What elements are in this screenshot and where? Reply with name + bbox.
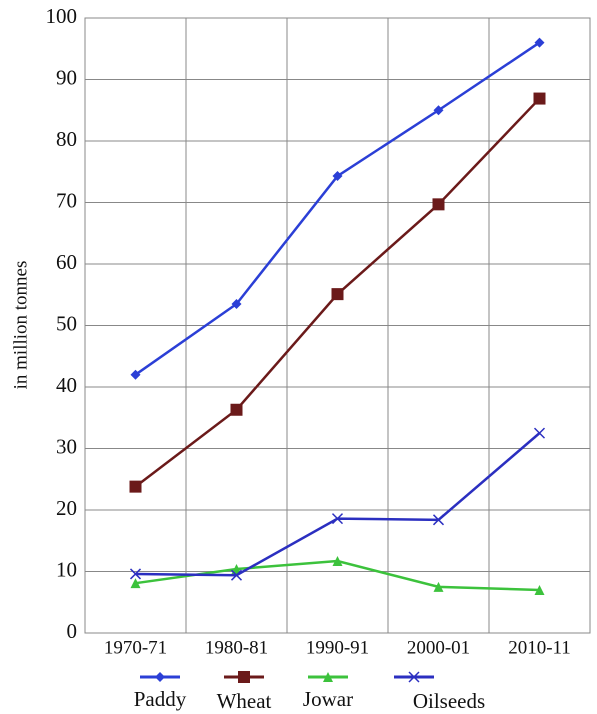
legend-label: Jowar xyxy=(303,687,353,711)
marker xyxy=(231,564,242,575)
y-tick-label: 40 xyxy=(56,373,77,397)
marker xyxy=(432,198,445,211)
legend-label: Wheat xyxy=(217,689,272,713)
marker xyxy=(331,288,344,301)
marker xyxy=(323,672,333,682)
series-line xyxy=(135,432,541,577)
y-tick-label: 60 xyxy=(56,250,77,274)
legend-label: Paddy xyxy=(134,687,187,711)
y-tick-label: 10 xyxy=(56,557,77,581)
marker xyxy=(332,171,343,182)
x-tick-label: 1970-71 xyxy=(104,637,167,658)
marker xyxy=(231,298,242,309)
marker xyxy=(533,92,546,105)
x-tick-label: 1990-91 xyxy=(306,637,369,658)
y-tick-label: 50 xyxy=(56,311,77,335)
y-tick-label: 0 xyxy=(67,619,78,643)
marker xyxy=(129,480,142,493)
marker xyxy=(331,513,344,525)
marker xyxy=(408,671,420,683)
marker xyxy=(534,584,545,595)
y-axis-label: in million tonnes xyxy=(10,261,31,390)
marker xyxy=(238,671,250,683)
marker xyxy=(332,556,343,567)
marker xyxy=(155,672,165,682)
marker xyxy=(432,514,445,526)
y-tick-label: 80 xyxy=(56,127,77,151)
marker xyxy=(129,568,142,580)
marker xyxy=(230,569,243,581)
x-tick-label: 2010-11 xyxy=(508,637,571,658)
y-tick-label: 100 xyxy=(46,4,78,28)
series-line xyxy=(134,41,541,376)
marker xyxy=(533,427,546,439)
x-tick-label: 2000-01 xyxy=(407,637,470,658)
y-tick-label: 90 xyxy=(56,65,77,89)
marker xyxy=(130,578,141,589)
y-tick-label: 30 xyxy=(56,434,77,458)
x-tick-label: 1980-81 xyxy=(205,637,268,658)
marker xyxy=(433,581,444,592)
marker xyxy=(433,105,444,116)
y-tick-label: 20 xyxy=(56,496,77,520)
marker xyxy=(534,37,545,48)
marker xyxy=(130,369,141,380)
marker xyxy=(230,403,243,416)
legend-label: Oilseeds xyxy=(413,689,485,713)
y-tick-label: 70 xyxy=(56,188,77,212)
